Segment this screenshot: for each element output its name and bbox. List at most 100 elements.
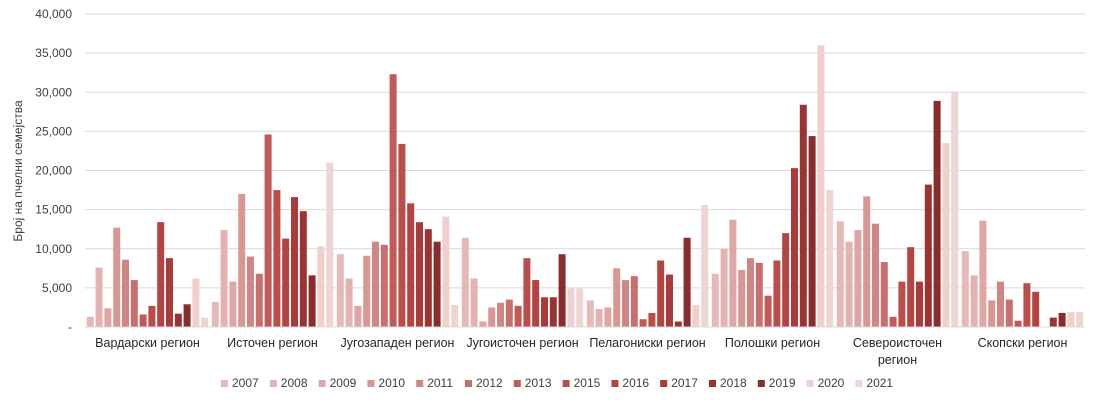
bar [157, 222, 165, 327]
bar [701, 204, 709, 327]
bar [845, 241, 853, 327]
bar [933, 100, 941, 327]
bar [514, 305, 522, 327]
bar [755, 262, 763, 327]
y-tick-label: 15,000 [35, 203, 72, 217]
bar [799, 104, 807, 328]
legend-label: 2016 [622, 376, 649, 390]
bar [836, 221, 844, 327]
bar [183, 304, 191, 327]
bar [898, 281, 906, 327]
legend-label: 2017 [671, 376, 698, 390]
category-label: Пелагониски регион [589, 336, 705, 350]
bar [363, 255, 371, 327]
bar [336, 254, 344, 327]
legend-label: 2021 [866, 376, 893, 390]
bar [1049, 317, 1057, 327]
bar [1032, 291, 1040, 327]
bar [326, 162, 334, 327]
bar [604, 307, 612, 327]
category-label: Скопски регион [978, 336, 1068, 350]
bar [86, 316, 94, 327]
bar [549, 297, 557, 327]
y-tick-label: 10,000 [35, 242, 72, 256]
gridlines [85, 13, 1085, 289]
bar [255, 273, 263, 327]
legend-label: 2015 [574, 376, 601, 390]
bar [424, 229, 432, 327]
bar [488, 307, 496, 327]
bar [308, 275, 316, 327]
bar [264, 134, 272, 327]
bar [174, 313, 182, 327]
bar [738, 269, 746, 327]
bar [532, 280, 540, 327]
y-tick-label: 30,000 [35, 85, 72, 99]
legend-swatch [855, 380, 863, 387]
category-label: Југоисточен регион [466, 336, 578, 350]
bar [872, 223, 879, 327]
legend-swatch [269, 380, 277, 387]
bar [692, 305, 700, 327]
category-label: Вардарски регион [95, 336, 200, 350]
bar [201, 317, 209, 327]
bar [567, 288, 575, 327]
bar [192, 278, 200, 327]
bar [122, 259, 129, 327]
bar [683, 237, 691, 327]
legend-swatch [611, 380, 619, 387]
bar [282, 238, 290, 327]
bar [345, 278, 353, 327]
bar [407, 203, 415, 327]
bar [979, 220, 987, 327]
category-label: Полошки регион [725, 336, 820, 350]
bar [1076, 312, 1084, 327]
bar [764, 295, 772, 327]
legend-label: 2012 [476, 376, 503, 390]
category-labels: Вардарски регион Источен регион Југозападе… [95, 336, 1067, 367]
legend-swatch [757, 380, 765, 387]
bar [711, 273, 719, 327]
bar [880, 262, 888, 327]
bar [505, 299, 513, 327]
bar [657, 260, 665, 327]
bar [1067, 312, 1075, 327]
bar [523, 258, 531, 327]
bar [317, 246, 325, 327]
bar [747, 258, 754, 327]
bar [461, 237, 469, 327]
bar [997, 281, 1004, 327]
legend-label: 2009 [330, 376, 357, 390]
legend-label: 2020 [818, 376, 845, 390]
bar [541, 297, 548, 327]
bar [729, 219, 737, 327]
bar [247, 256, 254, 327]
legend-swatch [367, 380, 375, 387]
bar [586, 300, 594, 327]
legend-swatch [318, 380, 326, 387]
bar [773, 260, 781, 327]
legend-swatch [709, 380, 716, 387]
bar [648, 312, 656, 327]
category-label: Источен регион [227, 336, 318, 350]
bar [1058, 312, 1066, 327]
bar [558, 254, 566, 327]
legend-label: 2013 [525, 376, 552, 390]
bar [95, 267, 103, 327]
bar [576, 288, 584, 327]
bar [354, 305, 362, 327]
legend-label: 2011 [427, 376, 453, 390]
legend-swatch [513, 380, 521, 387]
bar [942, 143, 950, 327]
bar [130, 280, 138, 327]
bar [639, 319, 647, 327]
legend-label: 2008 [281, 376, 308, 390]
bar [148, 305, 156, 327]
bar [211, 301, 219, 327]
bar [863, 196, 871, 327]
legend-label: 2018 [720, 376, 747, 390]
legend-swatch [465, 380, 472, 387]
bar [380, 244, 388, 327]
bar [595, 309, 603, 327]
